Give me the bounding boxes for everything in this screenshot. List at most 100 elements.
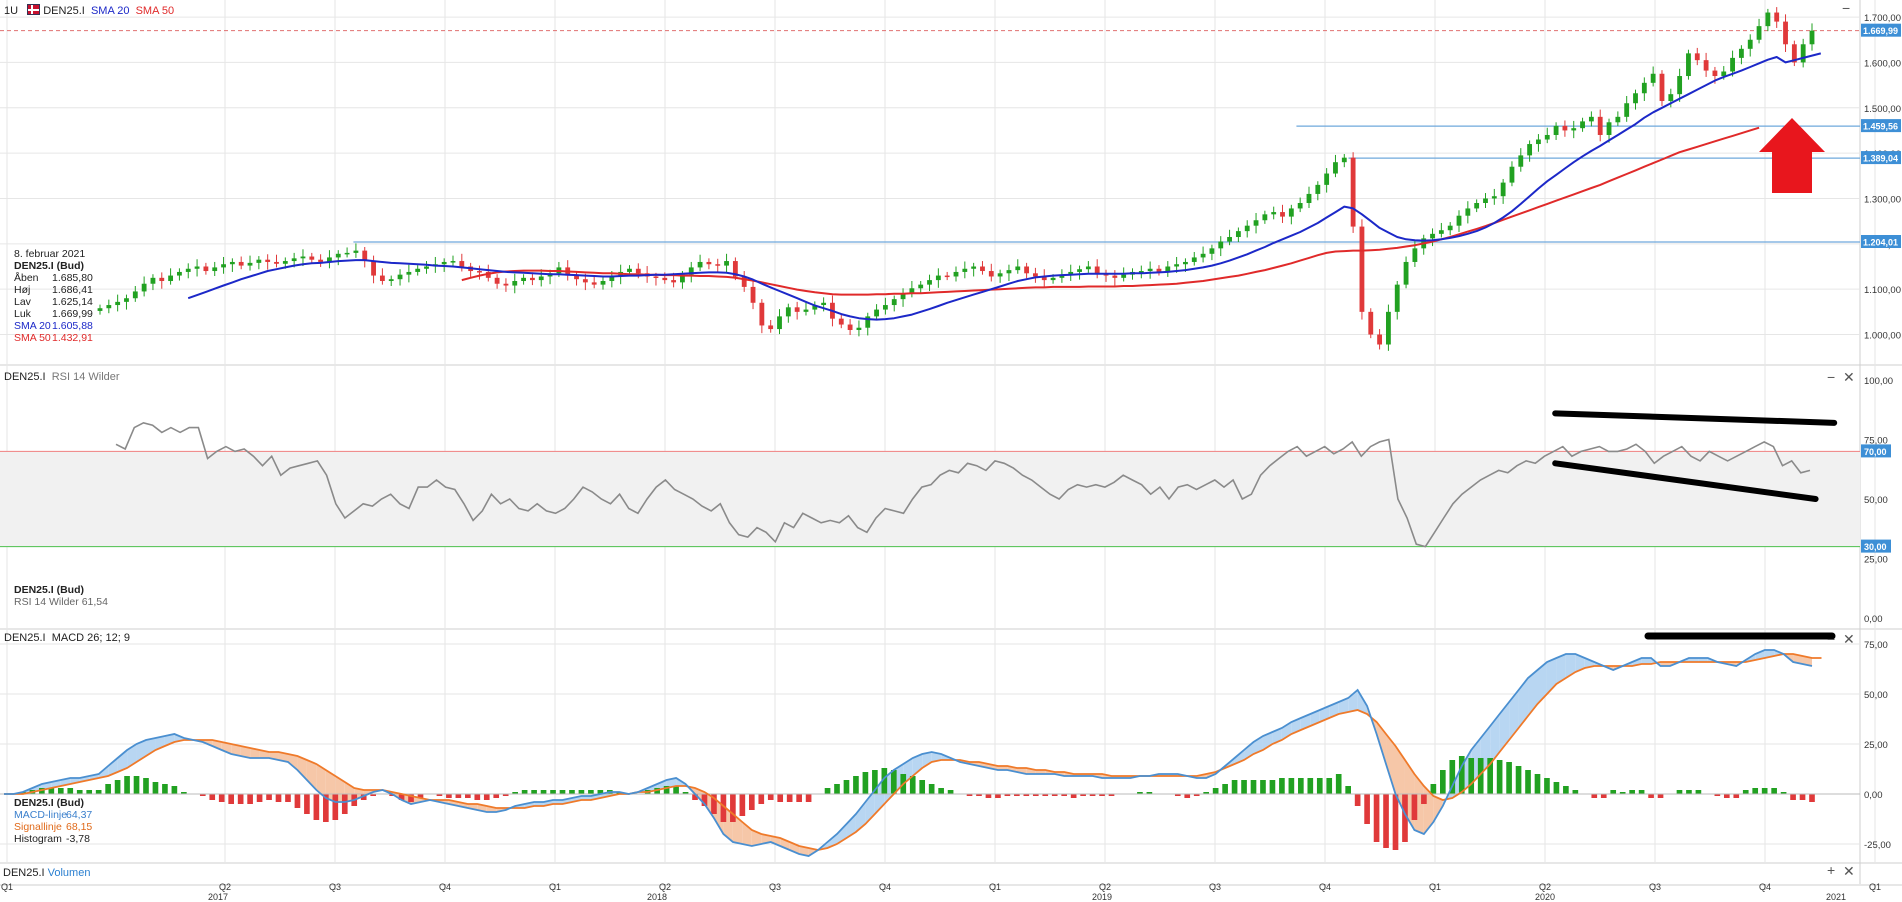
quarter-label: Q1	[989, 882, 1001, 892]
macd-histogram-bar	[985, 794, 992, 798]
rsi-axis-tick: 50,00	[1864, 495, 1888, 506]
macd-panel[interactable]: -25,00 0,00 25,00 50,00 75,00	[0, 632, 1891, 857]
rsi-close-icon[interactable]: ✕	[1843, 369, 1855, 385]
candle-body	[918, 284, 924, 289]
candle-body	[1412, 248, 1418, 262]
rsi-oversold-tag-bg	[1861, 539, 1891, 553]
price-axis-tick: 1.100,00	[1864, 285, 1901, 296]
price-axis-tick: 1.600,00	[1864, 58, 1901, 69]
price-panel[interactable]: 1.000,001.100,001.200,001.300,001.400,00…	[0, 7, 1901, 351]
candle-body	[609, 276, 615, 282]
macd-histogram-bar	[682, 792, 689, 794]
macd-histogram-bar	[275, 794, 282, 802]
rsi-symbol[interactable]: DEN25.I	[4, 371, 46, 383]
sma20-legend[interactable]: SMA 20	[90, 5, 130, 17]
candle-body	[1209, 248, 1215, 254]
candle-body	[1756, 26, 1762, 40]
candle-body	[203, 266, 209, 272]
macd-histogram-bar	[1137, 792, 1143, 794]
macd-fill-segment	[912, 754, 923, 776]
macd-histogram-bar	[143, 778, 149, 794]
candle-body	[397, 274, 403, 280]
macd-fill-segment	[571, 796, 582, 802]
price-panel-minimize-icon[interactable]: −	[1842, 0, 1851, 16]
sma50-legend[interactable]: SMA 50	[135, 5, 175, 17]
macd-fill-segment	[1575, 654, 1585, 672]
macd-histogram-bar	[1241, 780, 1247, 794]
last-price-tag-bg	[1861, 23, 1901, 37]
candle-body	[185, 268, 191, 272]
quarter-label: Q1	[1869, 882, 1881, 892]
macd-fill-segment	[1660, 662, 1671, 666]
macd-symbol[interactable]: DEN25.I	[4, 632, 46, 644]
macd-fill-segment	[1499, 702, 1510, 752]
candle-body	[1738, 48, 1744, 58]
candle-body	[1200, 253, 1206, 258]
macd-fill-segment	[931, 752, 942, 762]
candle-body	[282, 261, 288, 264]
macd-histogram-bar	[313, 794, 320, 820]
candle-body	[247, 262, 253, 266]
macd-histogram-bar	[1373, 794, 1380, 842]
rsi-axis-tick: 25,00	[1864, 555, 1888, 566]
volume-label[interactable]: Volumen	[47, 867, 91, 879]
candle-body	[318, 259, 324, 262]
info-row-close: Luk 1.669,99	[14, 308, 93, 320]
macd-fill-segment	[306, 760, 317, 790]
macd-minimize-icon[interactable]: −	[1827, 631, 1836, 647]
macd-fill-segment	[1007, 766, 1017, 772]
macd-info-row-macd: MACD-linje 64,37	[14, 809, 93, 821]
candle-body	[1244, 225, 1250, 232]
candle-body	[1068, 271, 1074, 275]
candle-body	[1791, 44, 1797, 63]
macd-histogram-bar	[285, 794, 291, 802]
candle-body	[1721, 71, 1727, 77]
candle-body	[1077, 269, 1082, 272]
macd-fill-segment	[1026, 768, 1036, 774]
rsi-trendline	[1552, 460, 1819, 502]
candle-body	[494, 277, 500, 284]
quarter-label: Q4	[1319, 882, 1331, 892]
macd-histogram-bar	[1269, 780, 1276, 794]
quarter-label: Q3	[329, 882, 341, 892]
macd-histogram-bar	[455, 794, 462, 798]
macd-histogram-bar	[777, 794, 784, 802]
macd-fill-segment	[1509, 690, 1519, 740]
volume-panel-header: DEN25.I Volumen	[3, 867, 90, 880]
rsi-label[interactable]: RSI 14 Wilder	[51, 371, 120, 383]
volume-symbol[interactable]: DEN25.I	[3, 867, 45, 879]
candle-body	[424, 266, 429, 269]
price-symbol[interactable]: DEN25.I	[43, 5, 85, 17]
macd-fill-segment	[1300, 714, 1311, 730]
macd-histogram-bar	[1515, 766, 1522, 794]
price-axis-tick: 1.300,00	[1864, 194, 1901, 205]
candle-body	[1668, 94, 1674, 101]
rsi-panel[interactable]: 0,00 25,00 50,00 75,00 100,00 70,00 30,00	[0, 376, 1893, 625]
volume-close-icon[interactable]: ✕	[1843, 863, 1855, 879]
volume-add-icon[interactable]: +	[1827, 862, 1836, 878]
macd-histogram-bar	[502, 794, 509, 796]
rsi-minimize-icon[interactable]: −	[1827, 369, 1836, 385]
candle-body	[944, 275, 950, 278]
candle-body	[1783, 21, 1788, 45]
interval-label[interactable]: 1U	[4, 5, 19, 17]
macd-histogram-bar	[171, 786, 178, 794]
quarter-label: Q2	[219, 882, 231, 892]
macd-label[interactable]: MACD 26; 12; 9	[51, 632, 130, 644]
candle-body	[274, 261, 279, 264]
macd-histogram-bar	[341, 794, 348, 814]
candle-body	[1006, 270, 1012, 274]
macd-histogram-bar	[512, 792, 518, 794]
macd-histogram-bar	[256, 794, 263, 802]
candle-body	[971, 266, 977, 269]
macd-histogram-bar	[181, 792, 187, 794]
candle-body	[591, 282, 597, 285]
macd-fill-segment	[789, 842, 800, 854]
macd-histogram-bar	[86, 790, 93, 794]
candle-body	[1500, 182, 1506, 197]
macd-histogram-bar	[228, 794, 235, 804]
candle-body	[1588, 116, 1594, 122]
macd-histogram-bar	[843, 780, 850, 794]
macd-histogram-bar	[1260, 780, 1266, 794]
macd-close-icon[interactable]: ✕	[1843, 631, 1855, 647]
